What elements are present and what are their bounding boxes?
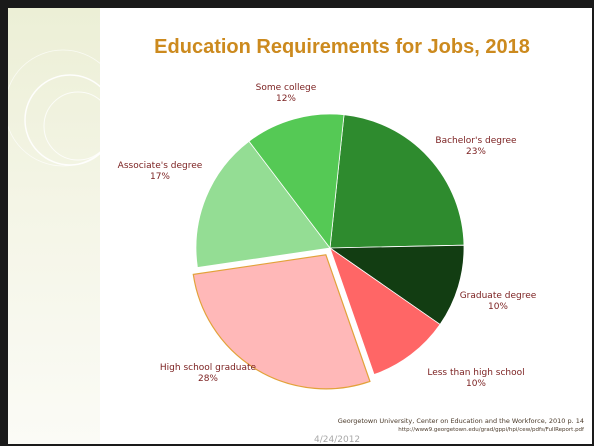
pie-slice-associate-s-degree bbox=[195, 140, 331, 269]
slice-label: Associate's degree bbox=[118, 161, 203, 171]
slice-percent-label: 10% bbox=[466, 379, 486, 389]
slice-label: Less than high school bbox=[427, 368, 524, 378]
chart-title: Education Requirements for Jobs, 2018 bbox=[154, 36, 530, 58]
slice-label: High school graduate bbox=[160, 363, 257, 373]
slice-percent-label: 23% bbox=[466, 147, 486, 157]
slice-percent-label: 12% bbox=[276, 94, 296, 104]
slice-label: Graduate degree bbox=[460, 291, 537, 301]
slice-percent-label: 17% bbox=[150, 172, 170, 182]
pie-slice-less-than-high-school bbox=[329, 246, 441, 376]
pie-slice-bachelor-s-degree bbox=[329, 114, 465, 249]
pie-slice-high-school-graduate bbox=[192, 254, 371, 390]
slice-label: Some college bbox=[256, 83, 317, 93]
pie-slice-some-college bbox=[248, 113, 345, 250]
source-url: http://www9.georgetown.edu/grad/gppi/hpi… bbox=[398, 427, 584, 433]
slide: Education Requirements for Jobs, 2018 Ba… bbox=[8, 8, 592, 444]
slice-percent-label: 28% bbox=[198, 374, 218, 384]
pie-slice-graduate-degree bbox=[328, 244, 465, 326]
slide-date: 4/24/2012 bbox=[314, 435, 361, 444]
slice-label: Bachelor's degree bbox=[435, 136, 517, 146]
source-citation: Georgetown University, Center on Educati… bbox=[337, 417, 584, 425]
slice-percent-label: 10% bbox=[488, 302, 508, 312]
decorative-strip bbox=[8, 8, 122, 444]
